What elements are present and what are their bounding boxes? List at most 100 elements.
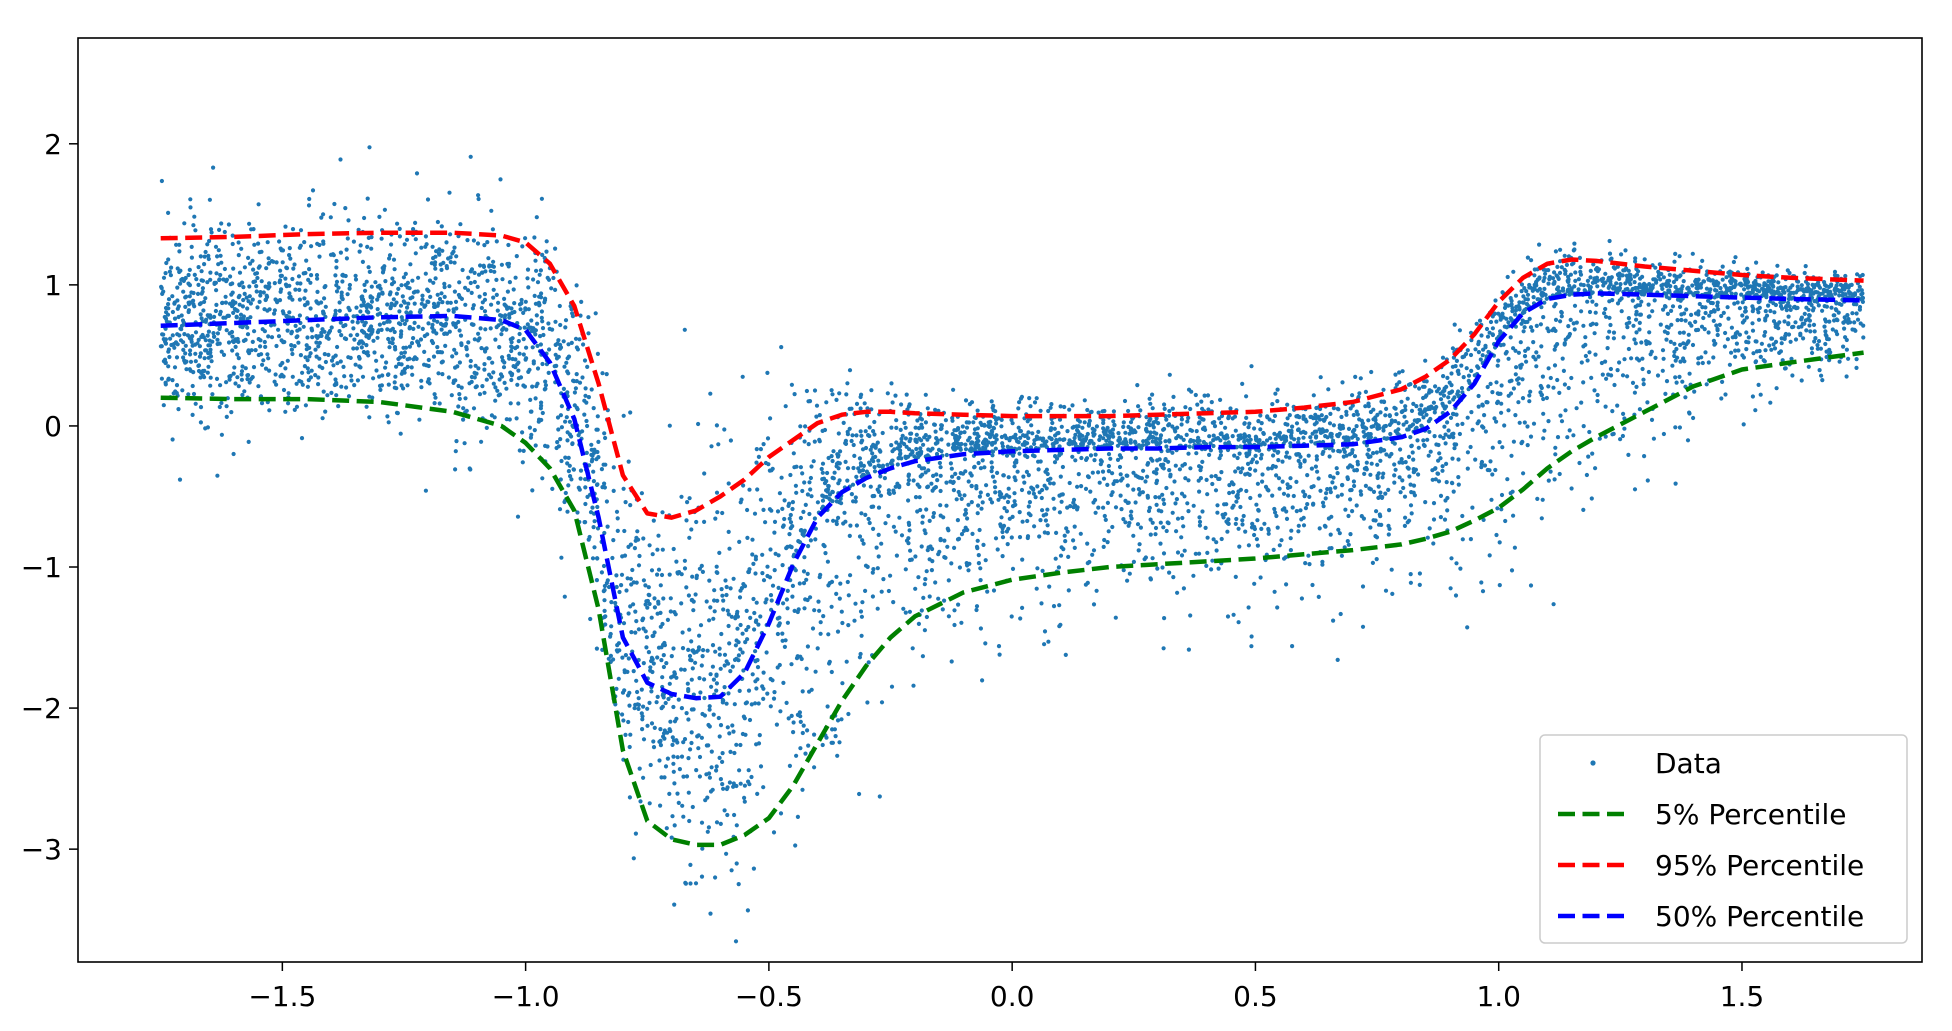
- scatter-point: [368, 295, 373, 300]
- scatter-point: [1087, 441, 1092, 446]
- scatter-point: [490, 263, 495, 269]
- scatter-point: [862, 401, 867, 406]
- scatter-point: [489, 302, 494, 307]
- scatter-point: [1576, 277, 1581, 282]
- scatter-point: [569, 340, 574, 345]
- scatter-point: [1700, 258, 1705, 263]
- scatter-point: [317, 254, 322, 259]
- scatter-point: [390, 326, 395, 331]
- scatter-point: [1534, 364, 1539, 369]
- scatter-point: [1577, 255, 1582, 260]
- scatter-point: [920, 654, 926, 659]
- scatter-point: [696, 746, 701, 751]
- scatter-point: [217, 404, 222, 410]
- scatter-point: [800, 689, 805, 694]
- scatter-point: [1461, 375, 1466, 380]
- scatter-point: [476, 272, 482, 277]
- scatter-point: [265, 240, 270, 245]
- scatter-point: [1745, 266, 1750, 271]
- scatter-point: [1703, 350, 1708, 355]
- scatter-point: [1057, 510, 1062, 515]
- scatter-point: [1457, 431, 1462, 437]
- scatter-point: [680, 630, 685, 635]
- scatter-point: [610, 555, 615, 561]
- scatter-point: [714, 768, 719, 773]
- scatter-point: [442, 294, 447, 299]
- scatter-point: [166, 376, 171, 381]
- scatter-point: [258, 290, 263, 295]
- scatter-point: [721, 607, 726, 612]
- scatter-point: [865, 413, 870, 418]
- scatter-point: [668, 596, 673, 601]
- scatter-point: [1303, 430, 1308, 435]
- scatter-point: [515, 382, 520, 387]
- scatter-point: [1375, 475, 1380, 481]
- scatter-point: [172, 301, 177, 306]
- scatter-point: [1632, 487, 1638, 492]
- scatter-point: [1148, 401, 1153, 406]
- scatter-point: [1693, 311, 1699, 316]
- scatter-point: [740, 631, 745, 636]
- scatter-point: [1715, 332, 1720, 338]
- scatter-point: [276, 334, 282, 339]
- scatter-point: [561, 339, 566, 344]
- scatter-point: [840, 620, 845, 626]
- scatter-point: [419, 378, 424, 383]
- scatter-point: [1213, 473, 1218, 479]
- scatter-point: [1497, 440, 1502, 445]
- scatter-point: [1779, 341, 1784, 346]
- scatter-point: [644, 599, 649, 604]
- scatter-point: [1046, 639, 1051, 644]
- scatter-point: [1487, 553, 1492, 558]
- scatter-point: [433, 276, 438, 281]
- scatter-point: [873, 454, 878, 459]
- scatter-point: [387, 256, 392, 261]
- scatter-point: [702, 471, 707, 476]
- scatter-point: [986, 432, 991, 437]
- scatter-point: [1527, 316, 1532, 321]
- scatter-point: [1677, 254, 1682, 259]
- scatter-point: [285, 358, 290, 363]
- scatter-point: [1090, 470, 1095, 475]
- scatter-point: [240, 364, 245, 369]
- scatter-point: [369, 331, 374, 336]
- scatter-point: [368, 304, 373, 309]
- scatter-point: [1121, 568, 1126, 573]
- scatter-point: [297, 297, 302, 302]
- scatter-point: [1427, 526, 1432, 531]
- scatter-point: [880, 430, 885, 436]
- scatter-point: [583, 501, 588, 507]
- scatter-point: [901, 606, 906, 611]
- scatter-point: [651, 661, 656, 666]
- scatter-point: [1457, 328, 1462, 333]
- scatter-point: [332, 201, 337, 207]
- scatter-point: [237, 302, 242, 307]
- scatter-point: [291, 266, 296, 271]
- scatter-point: [401, 386, 406, 391]
- scatter-point: [1593, 466, 1598, 471]
- scatter-point: [908, 431, 913, 436]
- scatter-point: [399, 329, 404, 334]
- scatter-point: [837, 391, 842, 396]
- scatter-point: [613, 600, 618, 606]
- scatter-point: [763, 520, 768, 525]
- scatter-point: [1472, 373, 1477, 378]
- scatter-point: [881, 577, 886, 582]
- scatter-point: [1325, 487, 1330, 492]
- scatter-point: [197, 344, 202, 349]
- scatter-point: [564, 360, 569, 365]
- scatter-point: [1789, 356, 1794, 361]
- scatter-point: [296, 340, 301, 345]
- scatter-point: [1524, 289, 1529, 294]
- scatter-point: [738, 781, 743, 786]
- scatter-point: [1428, 449, 1433, 454]
- scatter-point: [956, 426, 961, 431]
- scatter-point: [1253, 453, 1258, 458]
- scatter-point: [176, 407, 181, 412]
- scatter-point: [749, 702, 754, 707]
- scatter-point: [1673, 425, 1678, 430]
- scatter-point: [1256, 507, 1261, 513]
- scatter-point: [904, 444, 909, 449]
- scatter-point: [1618, 437, 1623, 442]
- scatter-point: [736, 882, 741, 887]
